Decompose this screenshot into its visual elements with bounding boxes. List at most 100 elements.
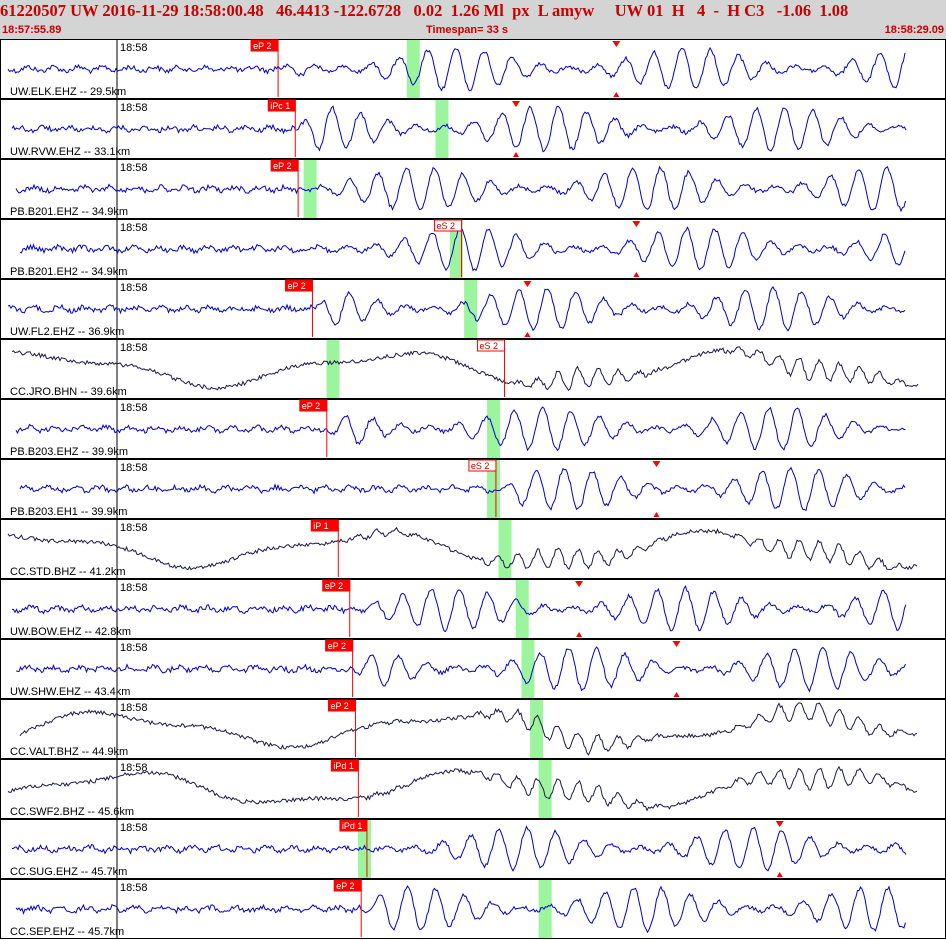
p-pick-box [322, 579, 351, 592]
minute-label: 18:58 [120, 882, 148, 894]
s-window-highlight [464, 280, 478, 338]
station-label: CC.VALT.BHZ -- 44.9km [10, 746, 128, 758]
p-pick-label: eP 2 [302, 401, 320, 411]
station-label: UW.FL2.EHZ -- 36.9km [10, 326, 124, 338]
trace-panel[interactable]: 18:58 eP 2 UW.SHW.EHZ -- 43.4km [0, 639, 946, 699]
trace-panel[interactable]: 18:58 iPc 1 UW.RVW.EHZ -- 33.1km [0, 99, 946, 159]
trace-panel[interactable]: 18:58 eP 2 UW.BOW.EHZ -- 42.8km [0, 579, 946, 639]
waveform [11, 825, 907, 872]
p-pick-label: eP 2 [328, 641, 346, 651]
s-window-highlight [449, 220, 463, 278]
trace-panel[interactable]: 18:58 iPd 1 CC.SWF2.BHZ -- 45.6km [0, 759, 946, 819]
minute-label: 18:58 [120, 522, 148, 534]
p-pick-box [250, 39, 279, 52]
amp-marker-top [612, 41, 621, 47]
minute-label: 18:58 [120, 822, 148, 834]
p-pick-box [333, 879, 362, 892]
amp-marker-top [632, 221, 641, 227]
p-pick-label: iPd 1 [333, 761, 354, 771]
s-window-highlight [406, 40, 420, 98]
minute-label: 18:58 [120, 102, 148, 114]
waveform [15, 646, 906, 693]
s-window-highlight [435, 100, 449, 158]
amp-marker-top [575, 581, 584, 587]
amp-marker-top [775, 821, 784, 827]
station-label: PB.B201.EHZ -- 34.9km [10, 206, 128, 218]
amp-marker-bottom [613, 92, 620, 97]
amp-marker-top [512, 101, 520, 107]
p-pick-box [330, 759, 359, 772]
amp-marker-top [672, 641, 681, 647]
waveform [19, 226, 906, 272]
trace-panel[interactable]: 18:58 eP 2 UW.FL2.EHZ -- 36.9km [0, 279, 946, 339]
waveform [7, 285, 906, 332]
minute-label: 18:58 [120, 642, 148, 654]
amp-marker-bottom [653, 512, 660, 517]
amp-marker-bottom [673, 692, 680, 697]
station-label: PB.B201.EH2 -- 34.9km [10, 266, 127, 278]
s-pick-label: eS 2 [471, 461, 490, 471]
s-window-highlight [326, 340, 340, 398]
p-pick-box [299, 399, 328, 412]
p-pick-box [327, 699, 356, 712]
trace-panel[interactable]: 18:58 eP 2 CC.SEP.EHZ -- 45.7km [0, 879, 946, 939]
s-pick-label: eS 2 [437, 221, 456, 231]
p-pick-label: iP 1 [313, 521, 328, 531]
station-label: UW.SHW.EHZ -- 43.4km [10, 686, 130, 698]
s-pick-box [468, 459, 497, 472]
station-label: CC.SWF2.BHZ -- 45.6km [10, 806, 134, 818]
amp-marker-top [652, 461, 661, 467]
trace-panel[interactable]: 18:58 eP 2 PB.B203.EHZ -- 39.9km [0, 399, 946, 459]
trace-panel[interactable]: 18:58 eS 2 PB.B203.EH1 -- 39.9km [0, 459, 946, 519]
minute-label: 18:58 [120, 402, 148, 414]
s-pick-box [477, 339, 506, 352]
s-window-highlight [515, 580, 529, 638]
s-window-highlight [487, 460, 501, 518]
station-label: CC.SUG.EHZ -- 45.7km [10, 866, 127, 878]
s-window-highlight [498, 520, 512, 578]
s-pick-label: eS 2 [480, 341, 499, 351]
amp-marker-bottom [776, 872, 783, 877]
station-label: PB.B203.EHZ -- 39.9km [10, 446, 128, 458]
minute-label: 18:58 [120, 42, 148, 54]
trace-panel[interactable]: 18:58 eS 2 PB.B201.EH2 -- 34.9km [0, 219, 946, 279]
station-label: UW.RVW.EHZ -- 33.1km [10, 146, 130, 158]
event-header: 61220507 UW 2016-11-29 18:58:00.48 46.44… [0, 0, 946, 39]
waveform [7, 526, 918, 571]
p-pick-label: eP 2 [330, 701, 348, 711]
waveform [11, 105, 907, 153]
end-time: 18:58:29.09 [884, 24, 944, 36]
minute-label: 18:58 [120, 282, 148, 294]
trace-panel[interactable]: 18:58 iP 1 CC.STD.BHZ -- 41.2km [0, 519, 946, 579]
s-window-highlight [303, 160, 317, 218]
waveform [11, 346, 919, 392]
waveform [15, 406, 906, 452]
seismogram-plot[interactable]: 18:58 eP 2 UW.ELK.EHZ -- 29.5km 18:58 iPc 1 U… [0, 39, 946, 940]
waveform [19, 702, 918, 756]
trace-panel[interactable]: 18:58 eP 2 UW.ELK.EHZ -- 29.5km [0, 39, 946, 99]
trace-panel[interactable]: 18:58 eP 2 CC.VALT.BHZ -- 44.9km [0, 699, 946, 759]
s-window-highlight [521, 640, 535, 698]
amp-marker-top [523, 281, 532, 287]
waveform [15, 165, 906, 213]
p-pick-label: eP 2 [336, 881, 354, 891]
amp-marker-bottom [524, 332, 531, 337]
time-bar: 18:57:55.89 Timespan= 33 s 18:58:29.09 [0, 22, 946, 39]
p-pick-label: eP 2 [325, 581, 343, 591]
trace-panel[interactable]: 18:58 eP 2 PB.B201.EHZ -- 34.9km [0, 159, 946, 219]
p-pick-box [267, 99, 296, 112]
amp-marker-bottom [633, 272, 640, 277]
station-label: PB.B203.EH1 -- 39.9km [10, 506, 127, 518]
trace-panel[interactable]: 18:58 iPd 1 CC.SUG.EHZ -- 45.7km [0, 819, 946, 879]
waveform [11, 585, 907, 633]
trace-panel[interactable]: 18:58 eS 2 CC.JRO.BHN -- 39.6km [0, 339, 946, 399]
amp-marker-bottom [513, 152, 519, 157]
p-pick-label: eP 2 [273, 161, 291, 171]
waveform [7, 765, 918, 812]
minute-label: 18:58 [120, 222, 148, 234]
minute-label: 18:58 [120, 702, 148, 714]
event-summary: 61220507 UW 2016-11-29 18:58:00.48 46.44… [0, 1, 849, 20]
p-pick-box [325, 639, 354, 652]
waveform [7, 46, 906, 92]
p-pick-box [339, 819, 368, 832]
